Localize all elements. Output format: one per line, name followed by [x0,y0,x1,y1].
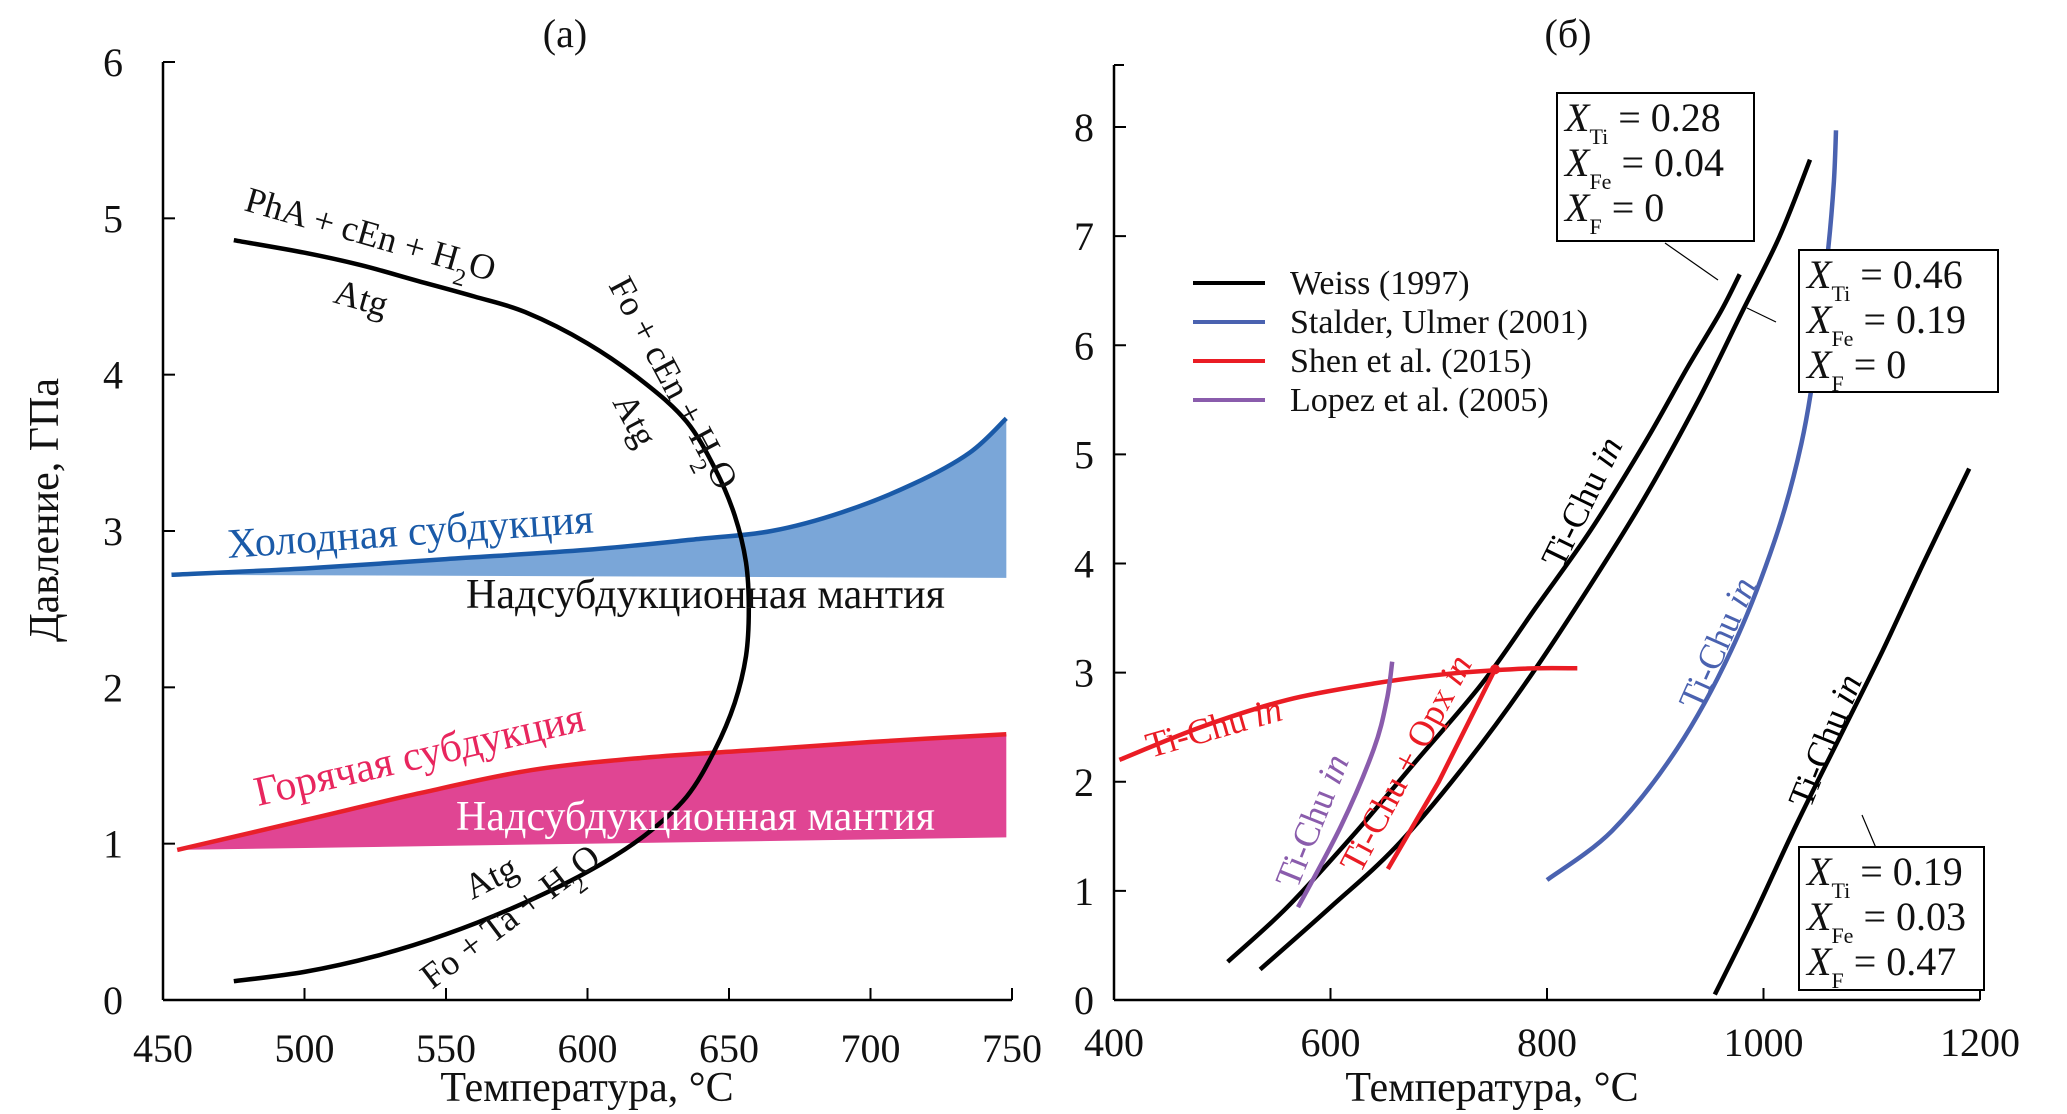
panel-b-title: (б) [1545,11,1592,56]
composition-line: XFe = 0.19 [1805,297,1966,351]
composition-line: XF = 0 [1805,342,1906,396]
x-tick-label: 800 [1517,1020,1577,1065]
legend-label: Weiss (1997) [1290,265,1470,302]
panel-b-xlabel: Температура, °C [1345,1065,1638,1111]
y-tick-label: 3 [103,509,123,554]
composition-box [1798,249,1999,393]
atg-boundary-line [233,237,752,984]
curve-label: Ti-Chu in [1533,430,1630,573]
x-tick-label: 1000 [1724,1020,1804,1065]
y-tick-label: 2 [103,665,123,710]
panel-a: 0 1 2 3 4 5 6 450 500 550 600 650 700 750 (a) Темпера… [22,11,1042,1111]
x-tick-label: 600 [1301,1020,1361,1065]
y-tick-label: 1 [1074,869,1094,914]
cold-subduction-area [171,418,1007,578]
hot-subduction-line [176,731,1007,853]
y-tick-label: 6 [103,40,123,85]
composition-box [1798,846,1985,991]
panel-a-xlabel: Температура, °C [440,1065,733,1111]
y-tick-label: 4 [1074,542,1094,587]
composition-line: XFe = 0.04 [1563,140,1724,194]
panel-a-title: (a) [543,11,587,56]
legend: Weiss (1997)Stalder, Ulmer (2001)Shen et… [1193,265,1588,419]
series-line-1 [1258,158,1813,972]
curve-label: Ti-Chu in [1141,689,1286,766]
annotation-fo-cen-h2o: Fo + cEn + H2O [591,270,746,501]
y-tick-label: 2 [1074,760,1094,805]
legend-label: Stalder, Ulmer (2001) [1290,304,1588,341]
x-tick-label: 550 [416,1026,476,1071]
x-tick-label: 400 [1084,1020,1144,1065]
leader-line-box2 [1746,307,1777,323]
y-tick-label: 3 [1074,651,1094,696]
series-line-3 [1545,130,1839,882]
panel-a-fills [171,418,1007,850]
curve-label: Ti-Chu in [1780,668,1869,813]
hot-subduction-area [177,734,1007,850]
y-tick-label: 0 [1074,978,1094,1023]
y-tick-label: 6 [1074,323,1094,368]
x-tick-label: 650 [699,1026,759,1071]
composition-line: XTi = 0.19 [1805,849,1963,903]
composition-line: XTi = 0.28 [1563,95,1721,149]
leader-line-box1 [1664,242,1719,281]
invariant-point [1490,664,1501,675]
composition-line: XFe = 0.03 [1805,894,1966,948]
composition-box [1556,92,1755,242]
curve-label: Ti-Chu in [1671,571,1764,715]
series-line-6 [1296,661,1395,909]
composition-line: XF = 0.47 [1805,939,1956,993]
panel-a-axes: 0 1 2 3 4 5 6 450 500 550 600 650 700 750 [103,40,1042,1071]
series-line-5 [1385,668,1498,871]
series-line-4 [1118,665,1578,762]
panel-b-axes: 0 1 2 3 4 5 6 7 8 400 600 800 1000 1200 [1074,64,2020,1065]
annotation-mantle-hot: Надсубдукционная мантия [456,794,935,840]
panel-a-ylabel: Давление, ГПа [22,378,68,642]
x-tick-label: 700 [841,1026,901,1071]
y-tick-label: 0 [103,978,123,1023]
panel-a-lines [171,237,1008,984]
composition-line: XF = 0 [1563,185,1664,239]
annotation-mantle-cold: Надсубдукционная мантия [466,572,945,618]
series-line-2 [1712,467,1972,996]
y-tick-label: 4 [103,353,123,398]
annotation-atg-mid: Atg [605,387,666,453]
panel-b-lines [1118,130,1972,996]
annotation-atg-top: Atg [330,271,393,324]
annotation-fo-ta-h2o: Fo + Ta + H2O [413,836,614,1005]
x-tick-label: 600 [558,1026,618,1071]
x-tick-label: 500 [275,1026,335,1071]
cold-subduction-line [171,416,1008,578]
y-tick-label: 7 [1074,214,1094,259]
y-tick-label: 8 [1074,105,1094,150]
panel-b: 0 1 2 3 4 5 6 7 8 400 600 800 1000 1200 (б) Температу… [1074,11,2020,1111]
y-tick-label: 5 [1074,432,1094,477]
x-tick-label: 1200 [1940,1020,2020,1065]
composition-line: XTi = 0.46 [1805,252,1963,306]
legend-label: Lopez et al. (2005) [1290,382,1549,419]
x-tick-label: 750 [982,1026,1042,1071]
leader-line-box3 [1861,814,1877,849]
legend-label: Shen et al. (2015) [1290,343,1532,380]
x-tick-label: 450 [133,1026,193,1071]
y-tick-label: 5 [103,196,123,241]
series-line-0 [1226,273,1742,964]
y-tick-label: 1 [103,822,123,867]
